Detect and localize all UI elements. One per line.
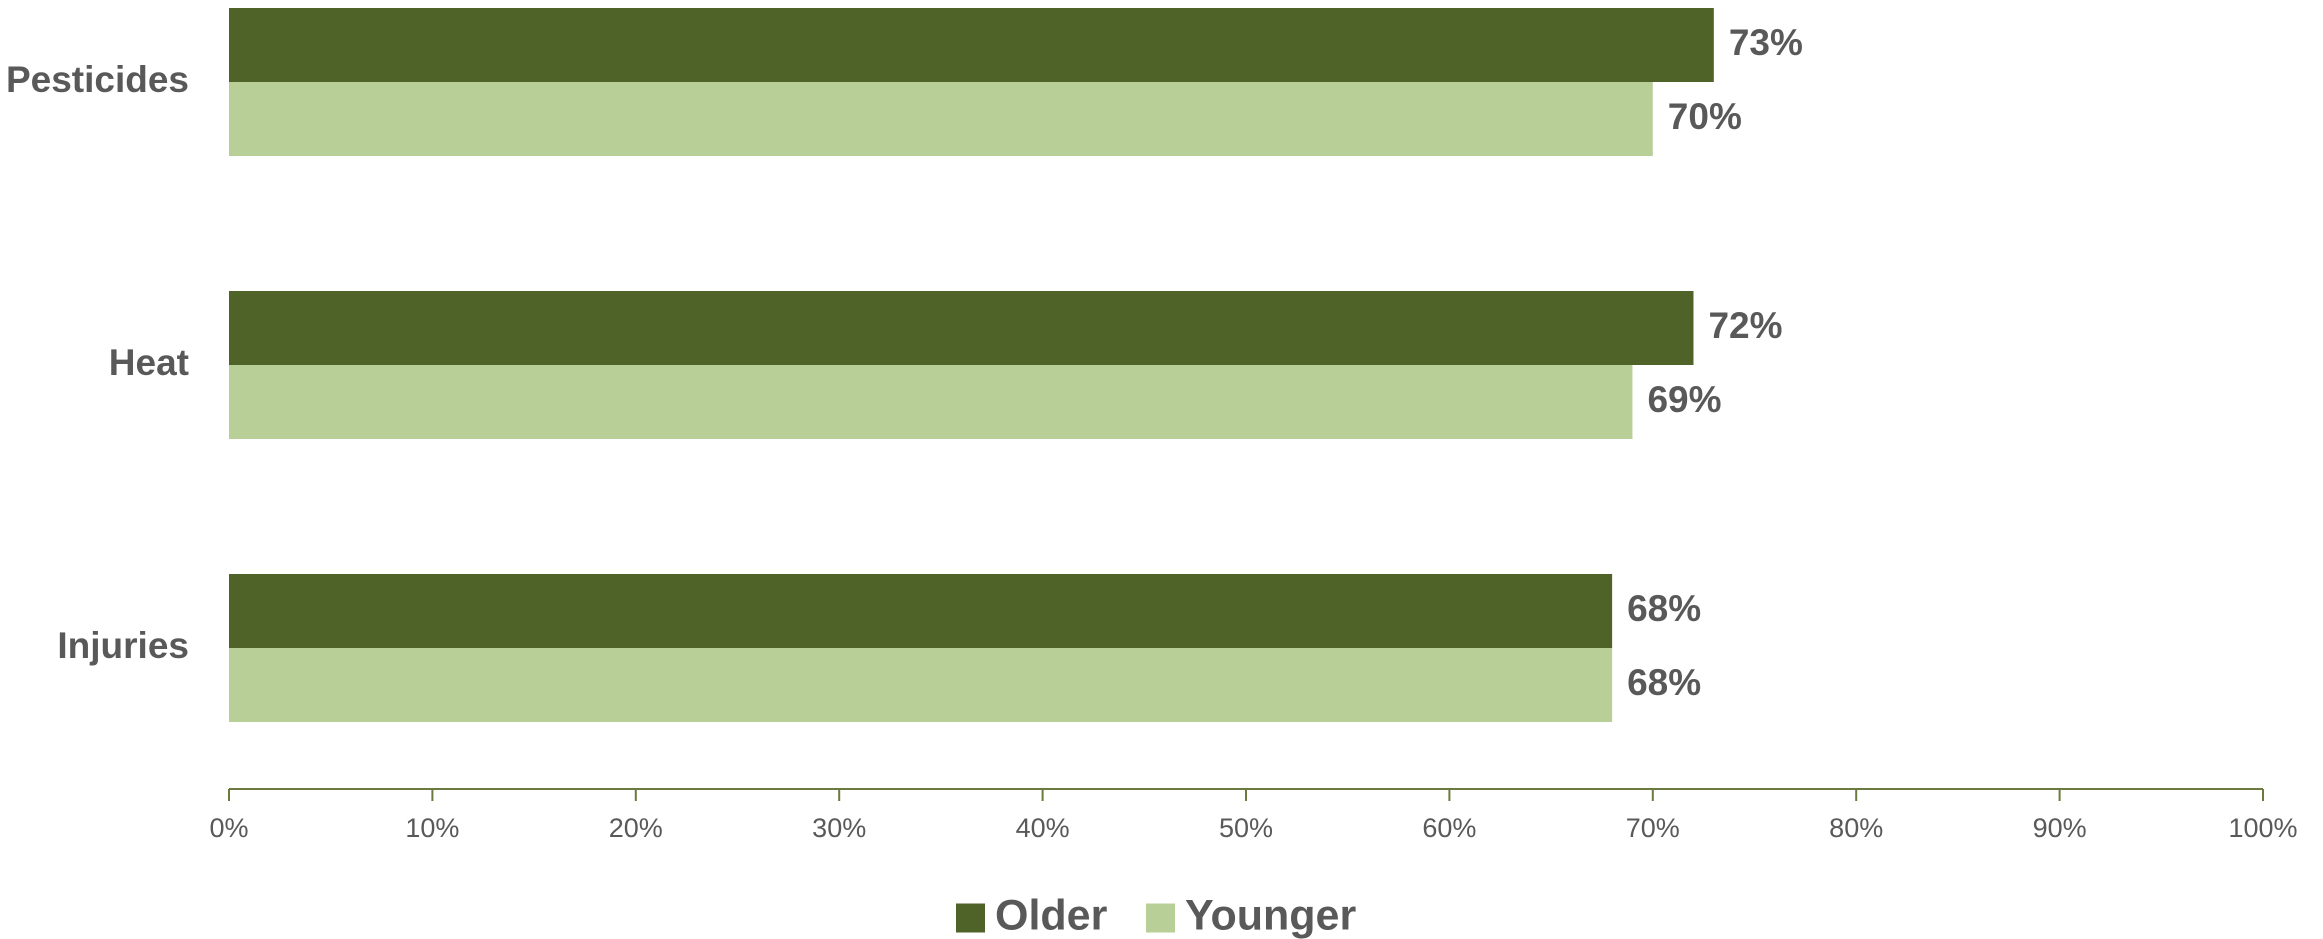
legend-swatch-older (956, 903, 985, 933)
x-tick-label: 20% (609, 813, 663, 843)
x-tick-label: 70% (1626, 813, 1680, 843)
bar-younger (229, 82, 1653, 156)
x-tick-label: 80% (1829, 813, 1883, 843)
data-labels: 73% 70% 72% 69% 68% 68% (1627, 22, 1803, 703)
category-label: Heat (109, 342, 189, 383)
legend-swatch-younger (1146, 903, 1175, 933)
data-label: 70% (1668, 96, 1742, 137)
legend: Older Younger (956, 891, 1356, 939)
data-label: 68% (1627, 662, 1701, 703)
bar-older (229, 291, 1694, 365)
data-label: 73% (1729, 22, 1803, 63)
bars-group (229, 8, 1714, 722)
bar-older (229, 574, 1613, 648)
data-label: 68% (1627, 588, 1701, 629)
category-labels: Pesticides Heat Injuries (6, 59, 189, 666)
legend-label-older: Older (995, 891, 1108, 939)
x-tick-label: 30% (812, 813, 866, 843)
x-tick-label: 90% (2033, 813, 2087, 843)
x-tick-label: 60% (1422, 813, 1476, 843)
x-tick-label: 40% (1016, 813, 1070, 843)
bar-younger (229, 648, 1613, 722)
x-tick-label: 0% (209, 813, 248, 843)
x-tick-label: 100% (2228, 813, 2297, 843)
bar-older (229, 8, 1714, 82)
x-tick-label: 10% (405, 813, 459, 843)
bar-younger (229, 365, 1633, 439)
data-label: 69% (1647, 379, 1721, 420)
category-label: Injuries (57, 625, 189, 666)
legend-label-younger: Younger (1185, 891, 1356, 939)
x-axis: 0% 10% 20% 30% 40% 50% 60% 70% 80% 90% 100% (209, 788, 2298, 843)
category-label: Pesticides (6, 59, 189, 100)
x-tick-label: 50% (1219, 813, 1273, 843)
data-label: 72% (1708, 305, 1782, 346)
